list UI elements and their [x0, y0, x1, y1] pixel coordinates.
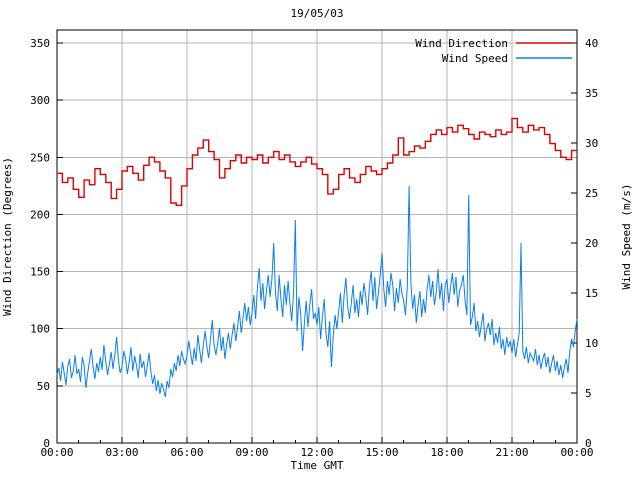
y-left-tick-label: 150: [30, 266, 50, 279]
y-right-tick-label: 30: [585, 137, 598, 150]
legend-label-wind-speed: Wind Speed: [442, 52, 508, 65]
y-right-axis-title: Wind Speed (m/s): [620, 184, 633, 290]
x-tick-label: 09:00: [235, 446, 268, 459]
x-tick-label: 03:00: [105, 446, 138, 459]
y-right-tick-label: 15: [585, 287, 598, 300]
x-tick-label: 00:00: [40, 446, 73, 459]
wind-speed-line: [56, 185, 578, 398]
y-left-tick-label: 100: [30, 323, 50, 336]
y-right-tick-label: 25: [585, 187, 598, 200]
x-tick-label: 21:00: [495, 446, 528, 459]
chart-title: 19/05/03: [291, 7, 344, 20]
y-right-tick-label: 0: [585, 437, 592, 450]
y-left-tick-label: 300: [30, 94, 50, 107]
wind-direction-line: [57, 117, 577, 206]
x-tick-label: 00:00: [560, 446, 593, 459]
x-tick-label: 18:00: [430, 446, 463, 459]
x-axis-title: Time GMT: [291, 459, 344, 472]
x-tick-label: 15:00: [365, 446, 398, 459]
y-left-tick-label: 200: [30, 208, 50, 221]
y-left-axis-title: Wind Direction (Degrees): [1, 157, 14, 316]
y-left-tick-label: 250: [30, 151, 50, 164]
x-tick-label: 06:00: [170, 446, 203, 459]
y-left-tick-label: 0: [43, 437, 50, 450]
y-right-tick-label: 20: [585, 237, 598, 250]
y-left-tick-label: 50: [37, 380, 50, 393]
y-right-tick-label: 40: [585, 37, 598, 50]
y-left-tick-label: 350: [30, 37, 50, 50]
x-tick-label: 12:00: [300, 446, 333, 459]
y-right-tick-label: 35: [585, 87, 598, 100]
y-right-tick-label: 10: [585, 337, 598, 350]
y-right-tick-label: 5: [585, 387, 592, 400]
legend-label-wind-direction: Wind Direction: [415, 37, 508, 50]
